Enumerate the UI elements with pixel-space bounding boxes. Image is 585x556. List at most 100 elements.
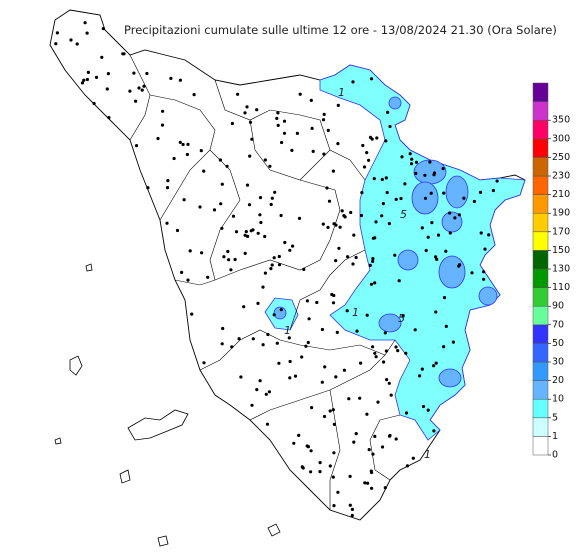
station — [434, 361, 438, 365]
station — [340, 209, 344, 213]
station — [487, 233, 491, 237]
station — [351, 80, 355, 84]
station — [276, 123, 280, 127]
station — [293, 374, 298, 378]
station — [397, 279, 401, 283]
rain-blob — [438, 368, 462, 388]
station — [380, 214, 384, 218]
station — [370, 470, 374, 475]
station — [435, 257, 439, 261]
legend-label: 190 — [552, 208, 570, 219]
color-legend: 0 1 5 10 20 30 50 70 90 110 130 150 170 190 210 230 250 3… — [532, 82, 570, 461]
station — [322, 112, 326, 116]
station — [347, 397, 351, 401]
station — [448, 231, 452, 235]
station — [309, 98, 313, 102]
station — [292, 441, 296, 445]
station — [263, 271, 267, 275]
station — [355, 329, 359, 333]
station — [332, 504, 336, 508]
station — [287, 336, 291, 340]
station — [311, 149, 315, 153]
station — [259, 220, 263, 225]
rain-blob — [273, 306, 287, 320]
station — [350, 513, 354, 518]
station — [263, 234, 267, 239]
station — [244, 230, 248, 234]
station — [255, 388, 259, 392]
station — [414, 160, 419, 164]
legend-band — [532, 212, 549, 233]
border — [209, 149, 341, 281]
border — [174, 279, 216, 286]
station — [301, 466, 305, 470]
station — [310, 406, 314, 410]
station — [220, 226, 224, 230]
station — [245, 183, 250, 187]
border — [214, 79, 366, 181]
station — [409, 162, 414, 166]
station — [332, 293, 336, 298]
station — [432, 171, 437, 175]
station — [227, 258, 231, 262]
legend-band — [532, 380, 549, 400]
station — [448, 211, 452, 215]
station — [360, 191, 364, 195]
station — [321, 118, 326, 122]
station — [375, 136, 379, 140]
station — [442, 345, 446, 349]
station — [442, 191, 446, 195]
station — [256, 301, 260, 305]
station — [342, 214, 346, 218]
legend-band — [532, 231, 549, 251]
station — [283, 240, 287, 245]
legend-label: 130 — [552, 264, 570, 275]
station — [219, 202, 223, 206]
station — [434, 310, 438, 314]
station — [444, 249, 448, 253]
station — [332, 422, 336, 426]
station — [373, 351, 377, 355]
station — [359, 213, 364, 218]
legend-label: 350 — [552, 115, 570, 126]
station — [371, 452, 375, 456]
station — [479, 231, 483, 235]
station — [336, 142, 340, 146]
station — [359, 361, 363, 365]
station — [86, 70, 90, 74]
station — [100, 55, 104, 59]
station — [269, 267, 273, 271]
station — [444, 324, 448, 328]
station — [140, 88, 144, 92]
station — [332, 451, 336, 455]
station — [229, 268, 233, 272]
station — [145, 71, 149, 76]
rain-blob — [441, 211, 463, 233]
station — [393, 253, 397, 257]
station — [413, 328, 417, 332]
station — [166, 179, 170, 183]
island — [85, 263, 93, 272]
station — [290, 148, 294, 152]
station — [230, 121, 234, 126]
station — [453, 216, 457, 220]
station — [178, 140, 182, 144]
station — [295, 131, 299, 135]
station — [258, 213, 262, 217]
border — [199, 329, 396, 371]
station — [414, 171, 418, 175]
station — [394, 345, 398, 349]
station — [394, 437, 398, 441]
station — [182, 198, 186, 202]
station — [280, 140, 284, 145]
station — [332, 222, 336, 226]
station — [172, 156, 176, 161]
islands — [54, 263, 281, 547]
station — [373, 434, 377, 438]
station — [225, 164, 229, 168]
station — [432, 364, 436, 368]
station — [270, 263, 274, 267]
station — [369, 77, 374, 81]
station — [251, 337, 255, 341]
island — [54, 437, 62, 445]
